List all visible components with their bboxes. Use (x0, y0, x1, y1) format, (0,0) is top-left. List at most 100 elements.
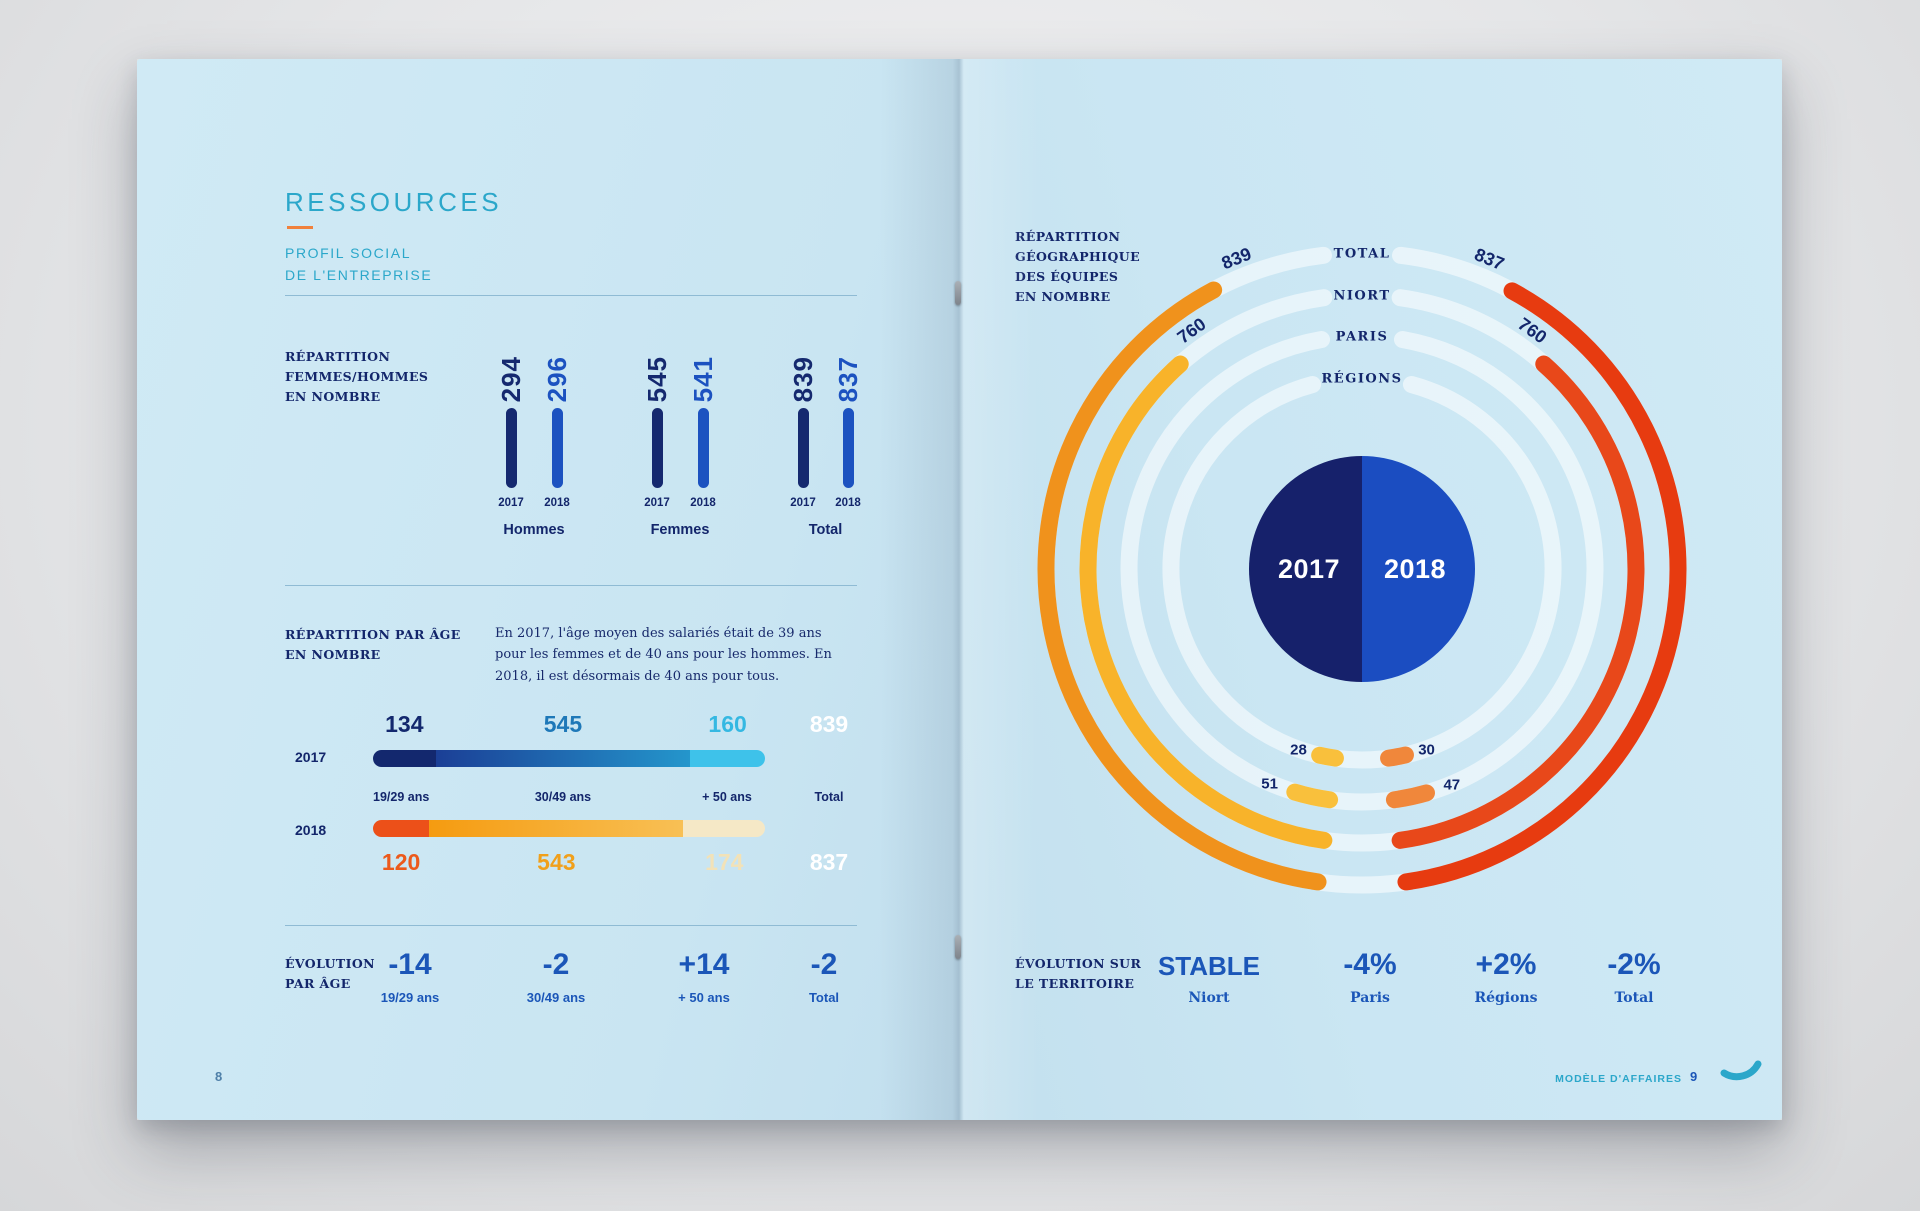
label-line: PAR ÂGE (285, 976, 351, 991)
ring-value-label: 51 (1261, 775, 1278, 792)
age-category-label: + 50 ans (702, 790, 752, 804)
age-total-value: 837 (809, 849, 849, 875)
footer-section-label: MODÈLE D'AFFAIRES (1555, 1073, 1682, 1085)
ring-name-label: NIORT (1333, 289, 1390, 304)
geo-section-label: RÉPARTITION GÉOGRAPHIQUE DES ÉQUIPES EN NOM… (1015, 227, 1140, 307)
page-subtitle: PROFIL SOCIAL DE L'ENTREPRISE (285, 243, 432, 286)
gender-bar-year: 2018 (835, 497, 861, 509)
label-line: RÉPARTITION PAR ÂGE (285, 627, 461, 642)
ring-value-label: 47 (1443, 777, 1460, 794)
age-total-label: Total (814, 790, 844, 804)
ring-value-arc (1311, 746, 1344, 767)
divider (285, 295, 857, 296)
age-section-label: RÉPARTITION PAR ÂGE EN NOMBRE (285, 625, 461, 665)
ring-name-label: PARIS (1336, 330, 1389, 345)
divider (285, 585, 857, 586)
territory-evolution-value: +2% (1475, 948, 1537, 981)
label-line: EN NOMBRE (285, 647, 381, 662)
page-number-left: 8 (215, 1069, 223, 1084)
label-line: DE L'ENTREPRISE (285, 266, 433, 283)
territory-evolution-label: Niort (1188, 990, 1230, 1006)
gender-bar-year: 2017 (790, 497, 816, 509)
label-line: FEMMES/HOMMES (285, 369, 429, 384)
swoosh-icon (1720, 1060, 1762, 1081)
age-bar-segment (435, 750, 691, 767)
age-segment-value: 134 (385, 711, 424, 737)
ring-value-arc (1397, 282, 1687, 891)
age-evolution-value: +14 (678, 948, 730, 981)
gender-bar (798, 408, 809, 488)
ring-value-arc (1385, 784, 1435, 809)
gender-group-name: Hommes (503, 522, 565, 538)
page-left (137, 59, 959, 1120)
gender-bar-year: 2017 (644, 497, 670, 509)
gender-bar-year: 2018 (544, 497, 570, 509)
gender-bar (843, 408, 854, 488)
gender-bar (552, 408, 563, 488)
gender-bar (698, 408, 709, 488)
age-segment-value: 545 (543, 711, 583, 737)
gender-section-label: RÉPARTITION FEMMES/HOMMES EN NOMBRE (285, 347, 428, 407)
gender-bar (652, 408, 663, 488)
ring-value-arc (1380, 746, 1414, 767)
age-evolution-label: + 50 ans (678, 990, 730, 1005)
title-underline (287, 226, 313, 229)
label-line: ÉVOLUTION SUR (1015, 956, 1142, 971)
staple-bottom (955, 935, 961, 959)
center-year-2018: 2018 (1384, 554, 1446, 584)
age-evolution-row: -14 19/29 ans -2 30/49 ans +14 + 50 ans -2 Tota… (137, 59, 1782, 1120)
age-evolution-label: ÉVOLUTION PAR ÂGE (285, 954, 375, 994)
label-line: EN NOMBRE (1015, 289, 1111, 304)
label-line: EN NOMBRE (285, 389, 381, 404)
age-row-year: 2018 (295, 822, 327, 838)
territory-evolution-value: -2% (1607, 948, 1661, 981)
age-bar-segment (373, 750, 436, 767)
ring-name-label: RÉGIONS (1322, 371, 1403, 387)
age-segment-value: 120 (381, 849, 421, 875)
ring-value-arc (1037, 281, 1327, 891)
ring-track (1162, 376, 1562, 769)
territory-evolution-value: STABLE (1157, 951, 1261, 981)
age-category-label: 19/29 ans (373, 790, 430, 804)
center-year-2017: 2017 (1278, 554, 1340, 584)
page-number-right: 9 (1690, 1069, 1698, 1084)
age-segment-value: 174 (705, 849, 744, 875)
ring-value-arc (1079, 355, 1333, 849)
territory-evolution-row: STABLE Niort -4% Paris +2% Régions -2% Total (137, 59, 1782, 1120)
age-segment-value: 543 (537, 849, 576, 875)
gender-bar-year: 2017 (498, 497, 524, 509)
territory-evolution-label: Total (1614, 990, 1654, 1006)
label-line: PROFIL SOCIAL (285, 245, 412, 261)
gender-group-name: Femmes (650, 522, 710, 538)
label-line: ÉVOLUTION (285, 956, 375, 971)
label-line: DES ÉQUIPES (1015, 269, 1119, 284)
label-line: GÉOGRAPHIQUE (1015, 249, 1141, 264)
age-evolution-value: -2 (810, 948, 838, 981)
age-evolution-label: 19/29 ans (380, 990, 440, 1005)
age-evolution-label: Total (808, 990, 840, 1005)
age-section-description: En 2017, l'âge moyen des salariés était … (495, 626, 832, 684)
ring-value-label: 30 (1418, 741, 1435, 758)
ring-value-arc (1286, 783, 1339, 809)
age-row-year: 2017 (295, 749, 327, 765)
age-stacked-bar (373, 750, 765, 767)
age-evolution-value: -2 (542, 948, 570, 981)
ring-value-label: 28 (1290, 742, 1307, 759)
age-bar-segment (683, 820, 765, 837)
age-bar-segment (690, 750, 765, 767)
age-category-label: 30/49 ans (534, 790, 592, 804)
ring-value-arc (1391, 355, 1645, 849)
page-title: RESSOURCES (285, 187, 503, 217)
ring-name-label: TOTAL (1334, 247, 1391, 262)
label-line: RÉPARTITION (1015, 229, 1121, 244)
territory-evolution-value: -4% (1343, 948, 1397, 981)
age-stacked-chart: 2017 134 545 160 839 2018 120 543 174 837 19/29 an… (137, 59, 1782, 1120)
age-total-value: 839 (809, 711, 849, 737)
age-bar-segment (429, 820, 684, 837)
gender-bar (506, 408, 517, 488)
age-stacked-bar (373, 820, 765, 837)
center-circle-2018 (1362, 456, 1475, 682)
ring-track (1120, 331, 1604, 811)
